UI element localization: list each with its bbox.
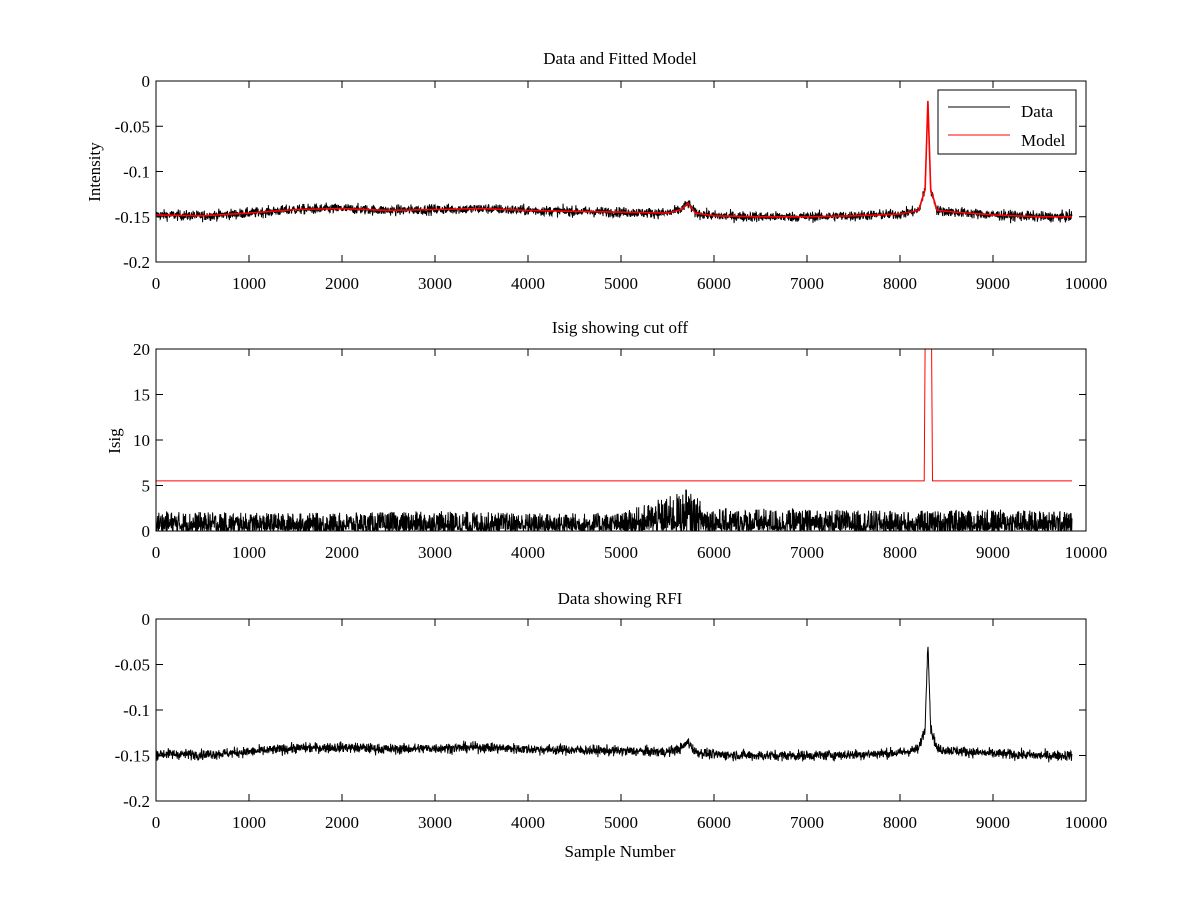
y-tick-label: 0	[142, 610, 151, 629]
x-tick-label: 0	[152, 274, 161, 293]
y-tick-label: -0.2	[123, 253, 150, 272]
panel3-title: Data showing RFI	[558, 589, 683, 608]
axes-frame	[155, 80, 1087, 263]
x-tick-label: 9000	[976, 274, 1010, 293]
y-tick-label: -0.05	[115, 117, 150, 136]
x-tick-label: 3000	[418, 274, 452, 293]
panel-isig-cut-off: Isig showing cut off Isig 0 1000 2000 3000 4…	[105, 318, 1107, 562]
x-tick-label: 5000	[604, 274, 638, 293]
x-tick-label: 7000	[790, 813, 824, 832]
y-tick-label: 5	[142, 477, 151, 496]
panel3-plot-area: 0 1000 2000 3000 4000 5000 6000 7000 8000 9000 100…	[115, 610, 1108, 832]
x-tick-label: 6000	[697, 813, 731, 832]
x-tick-label: 10000	[1065, 543, 1108, 562]
panel1-title: Data and Fitted Model	[543, 49, 697, 68]
y-tick-label: -0.1	[123, 701, 150, 720]
series-group	[156, 349, 1073, 531]
x-tick-label: 1000	[232, 543, 266, 562]
x-tick-label: 9000	[976, 813, 1010, 832]
x-tick-label: 3000	[418, 543, 452, 562]
x-tick-label: 5000	[604, 813, 638, 832]
x-tick-label: 8000	[883, 274, 917, 293]
axes-frame	[155, 348, 1087, 532]
x-tick-label: 8000	[883, 543, 917, 562]
legend-model-label: Model	[1021, 131, 1066, 150]
panel-data-showing-rfi: Data showing RFI Sample Number 0 1000 2000…	[115, 589, 1108, 861]
series-line-1-0	[156, 489, 1073, 531]
y-tick-label: -0.15	[115, 208, 150, 227]
panel-data-and-fitted-model: Data and Fitted Model Intensity 0 1000 200…	[85, 49, 1107, 293]
y-tick-label: -0.2	[123, 792, 150, 811]
x-tick-label: 10000	[1065, 813, 1108, 832]
y-tick-label: 0	[142, 72, 151, 91]
series-line-2-0	[156, 646, 1073, 763]
x-tick-label: 1000	[232, 274, 266, 293]
series-group	[156, 646, 1073, 763]
x-tick-label: 4000	[511, 274, 545, 293]
panel1-ylabel: Intensity	[85, 142, 104, 202]
x-tick-label: 2000	[325, 274, 359, 293]
series-group	[156, 100, 1073, 224]
x-tick-label: 5000	[604, 543, 638, 562]
legend-data-label: Data	[1021, 102, 1054, 121]
series-line-1-1	[156, 349, 1072, 482]
panel2-title: Isig showing cut off	[552, 318, 688, 337]
y-tick-label: -0.05	[115, 656, 150, 675]
axes-frame	[155, 618, 1087, 802]
x-tick-label: 4000	[511, 543, 545, 562]
x-tick-label: 6000	[697, 274, 731, 293]
y-tick-label: 0	[142, 522, 151, 541]
x-tick-label: 6000	[697, 543, 731, 562]
y-tick-label: -0.1	[123, 163, 150, 182]
x-tick-label: 9000	[976, 543, 1010, 562]
panel3-xlabel: Sample Number	[565, 842, 676, 861]
x-tick-label: 7000	[790, 543, 824, 562]
x-tick-label: 10000	[1065, 274, 1108, 293]
series-line-0-1	[156, 100, 1072, 218]
x-tick-label: 2000	[325, 543, 359, 562]
y-tick-label: 10	[133, 431, 150, 450]
x-tick-label: 2000	[325, 813, 359, 832]
panel2-plot-area: 0 1000 2000 3000 4000 5000 6000 7000 8000 9000 100…	[133, 340, 1107, 562]
x-tick-label: 0	[152, 813, 161, 832]
x-tick-label: 0	[152, 543, 161, 562]
legend: Data Model	[937, 89, 1077, 155]
x-tick-label: 4000	[511, 813, 545, 832]
x-tick-label: 7000	[790, 274, 824, 293]
panel2-ylabel: Isig	[105, 428, 124, 454]
x-tick-label: 1000	[232, 813, 266, 832]
legend-box	[937, 89, 1077, 155]
x-tick-label: 3000	[418, 813, 452, 832]
panel1-plot-area: 0 1000 2000 3000 4000 5000 6000 7000 8000 9000 100…	[115, 72, 1108, 293]
y-tick-label: 20	[133, 340, 150, 359]
x-tick-label: 8000	[883, 813, 917, 832]
y-tick-label: 15	[133, 386, 150, 405]
y-tick-label: -0.15	[115, 747, 150, 766]
